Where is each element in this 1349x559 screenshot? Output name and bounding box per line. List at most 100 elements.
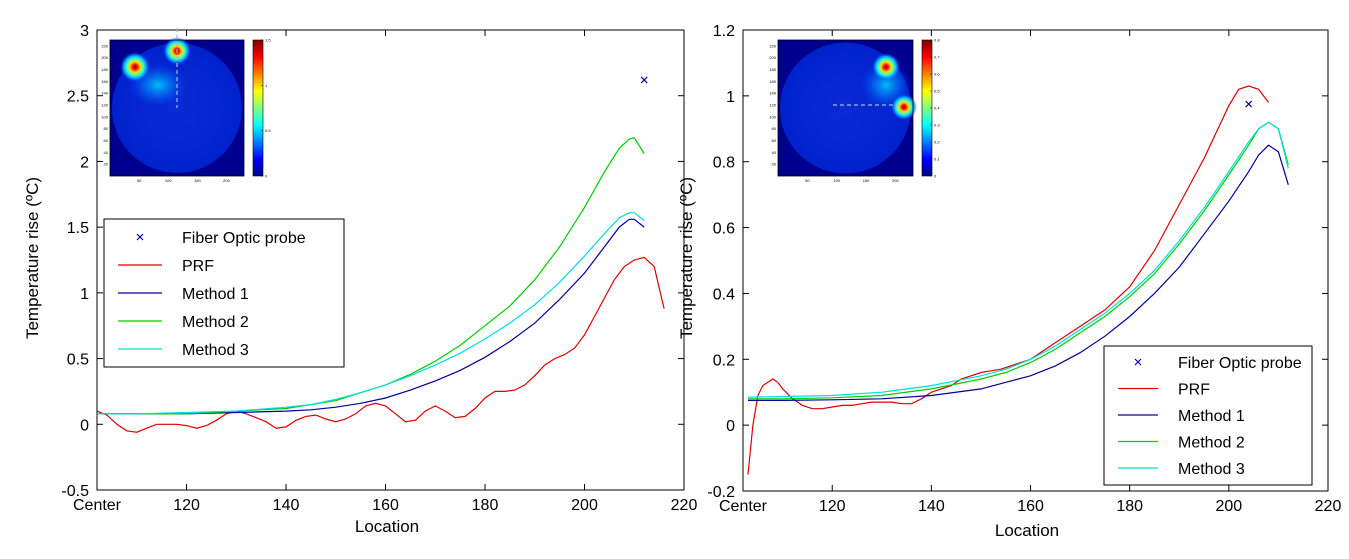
inset-x-tick-label: 100: [833, 178, 840, 183]
inset-y-tick-label: 160: [769, 79, 776, 84]
y-tick-label: 1.5: [67, 220, 89, 237]
y-tick-label: 2: [80, 154, 89, 171]
inset-heatmap: 50 100 150 200 20 40 60 80 100 120 140 160 180 200 220…: [101, 28, 271, 183]
inset-y-tick-label: 100: [769, 114, 776, 119]
legend-label: Method 3: [1178, 461, 1245, 478]
x-tick-label: 120: [173, 497, 200, 514]
legend-label: Method 1: [1178, 408, 1245, 425]
plot-area: [742, 29, 1329, 492]
y-tick-label: 3: [80, 23, 89, 40]
inset-colorbar-label: 1: [265, 83, 268, 88]
inset-colorbar-label: 0.8: [934, 38, 940, 43]
x-tick-label: 160: [1017, 498, 1044, 515]
legend: Fiber Optic probe PRF Method 1 Method 2 Meth…: [1103, 345, 1313, 486]
inset-y-tick-label: 180: [769, 67, 776, 72]
inset-colorbar-label: 0.1: [934, 157, 940, 162]
legend-label: Fiber Optic probe: [182, 230, 306, 247]
inset-y-tick-label: 20: [772, 162, 777, 167]
inset-x-tick-label: 50: [805, 178, 810, 183]
series-line-method-1: [748, 144, 1289, 401]
legend-probe-marker: [1134, 358, 1142, 366]
inset-y-tick-label: 140: [769, 91, 776, 96]
inset-x-tick-label: 150: [863, 178, 870, 183]
x-axis-title: Location: [355, 517, 419, 536]
inset-y-tick-label: 220: [769, 43, 776, 48]
inset-colorbar-label: 0: [934, 174, 937, 179]
x-tick-label: 160: [372, 497, 399, 514]
inset-y-tick-label: 200: [101, 55, 108, 60]
series-line-method-1: [97, 218, 645, 415]
series-line-prf: [97, 256, 665, 433]
inset-x-tick-label: 200: [892, 178, 899, 183]
plot-area: [96, 29, 685, 491]
inset-x-tick-label: 100: [165, 178, 172, 183]
inset-y-tick-label: 200: [769, 55, 776, 60]
inset-x-tick-label: 200: [223, 178, 230, 183]
inset-colorbar-label: 0.6: [934, 72, 940, 77]
legend-label: Method 3: [182, 342, 249, 359]
inset-y-tick-label: 160: [101, 79, 108, 84]
inset-heatmap: 50 100 150 200 20 40 60 80 100 120 140 160 180 200 220…: [769, 38, 940, 184]
y-tick-label: 0.5: [67, 352, 89, 369]
x-tick-label: 140: [273, 497, 300, 514]
x-tick-label: Center: [719, 498, 768, 515]
legend-label: Method 2: [182, 314, 249, 331]
series-line-method-3: [97, 212, 645, 415]
y-axis-title: Temperature rise (ºC): [677, 177, 696, 339]
y-tick-label: 0: [80, 417, 89, 434]
inset-colorbar-label: 0.2: [934, 140, 940, 145]
inset-y-tick-label: 40: [772, 150, 777, 155]
y-tick-label: -0.2: [707, 484, 735, 501]
y-tick-label: 0: [726, 418, 735, 435]
inset-y-tick-label: 80: [772, 126, 777, 131]
y-axis-title: Temperature rise (ºC): [23, 177, 42, 339]
inset-y-tick-label: 220: [101, 43, 108, 48]
legend-probe-marker: [136, 233, 144, 241]
inset-frame: [109, 39, 245, 177]
probe-marker: [1245, 100, 1253, 108]
inset-y-tick-label: 120: [101, 103, 108, 108]
series-line-prf: [747, 85, 1269, 475]
legend-label: Method 2: [1178, 435, 1245, 452]
inset-hotspot: [120, 52, 150, 82]
y-tick-label: 0.8: [713, 155, 735, 172]
chart-2: Center 120 140 160 180 200 220-0.200.20.40.60.…: [677, 23, 1341, 540]
x-tick-label: 200: [1215, 498, 1242, 515]
y-tick-label: 0.2: [713, 352, 735, 369]
y-tick-label: -0.5: [61, 483, 89, 500]
series-line-method-3: [747, 121, 1289, 398]
x-tick-label: 120: [819, 498, 846, 515]
inset-y-tick-label: 120: [769, 103, 776, 108]
inset-y-tick-label: 180: [101, 67, 108, 72]
y-tick-label: 0.4: [713, 286, 735, 303]
inset-y-tick-label: 80: [104, 126, 109, 131]
legend: Fiber Optic probe PRF Method 1 Method 2 Meth…: [103, 218, 345, 368]
series-line-method-2: [97, 137, 645, 415]
inset-colorbar-label: 0.5: [265, 128, 271, 133]
x-tick-label: 220: [1315, 498, 1342, 515]
y-tick-label: 1.2: [713, 23, 735, 40]
inset-colorbar-label: 0.5: [934, 89, 940, 94]
inset-y-tick-label: 60: [104, 138, 109, 143]
inset-y-tick-label: 140: [101, 91, 108, 96]
series-group: [747, 85, 1289, 475]
inset-colorbar-label: 0.7: [934, 55, 940, 60]
inset-colorbar: [252, 39, 264, 177]
inset-x-tick-label: 50: [137, 178, 142, 183]
x-axis-title: Location: [995, 521, 1059, 540]
y-tick-label: 0.6: [713, 221, 735, 238]
chart-1: Center 120 140 160 180 200 220-0.500.511.522.5…: [23, 23, 697, 536]
inset-colorbar-label: 0: [265, 174, 268, 179]
x-tick-label: 180: [472, 497, 499, 514]
x-tick-label: 140: [918, 498, 945, 515]
legend-label: PRF: [182, 258, 214, 275]
inset-colorbar-label: 0.4: [934, 106, 940, 111]
inset-y-tick-label: 40: [104, 150, 109, 155]
inset-frame: [777, 39, 914, 177]
legend-label: PRF: [1178, 382, 1210, 399]
legend-label: Fiber Optic probe: [1178, 355, 1302, 372]
inset-y-tick-label: 100: [101, 114, 108, 119]
inset-y-tick-label: 60: [772, 138, 777, 143]
y-tick-label: 2.5: [67, 89, 89, 106]
